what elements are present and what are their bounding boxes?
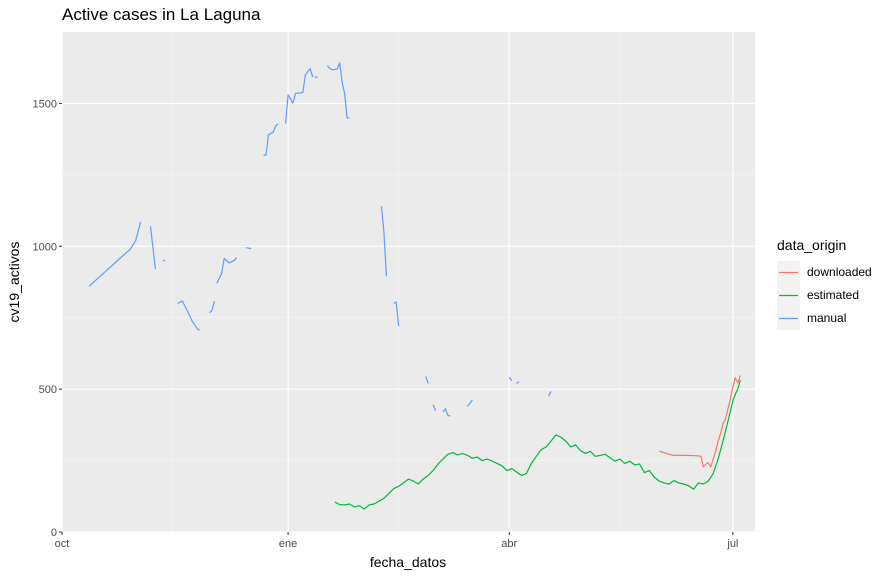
y-tick-label: 1000 bbox=[33, 241, 57, 253]
plot-panel bbox=[62, 32, 755, 532]
series-line-manual bbox=[314, 76, 318, 79]
series-line-manual bbox=[162, 259, 166, 262]
series-lines bbox=[88, 62, 741, 510]
y-tick-label: 500 bbox=[39, 384, 57, 396]
y-axis-title: cv19_activos bbox=[6, 242, 22, 323]
series-line-manual bbox=[285, 67, 314, 124]
legend-label: manual bbox=[807, 311, 846, 325]
y-tick-label: 1500 bbox=[33, 98, 57, 110]
series-line-manual bbox=[432, 404, 437, 411]
legend-label: estimated bbox=[807, 288, 859, 302]
legend-label: downloaded bbox=[807, 265, 872, 279]
x-axis-title: fecha_datos bbox=[370, 554, 446, 570]
series-line-manual bbox=[209, 300, 215, 314]
series-line-manual bbox=[246, 247, 252, 250]
chart-title: Active cases in La Laguna bbox=[62, 5, 261, 24]
series-line-manual bbox=[516, 381, 520, 384]
series-line-manual bbox=[425, 376, 429, 384]
series-line-manual bbox=[548, 391, 552, 397]
series-line-downloaded bbox=[659, 375, 741, 468]
series-line-manual bbox=[442, 408, 451, 417]
series-line-manual bbox=[326, 62, 350, 119]
legend: data_origin downloaded estimated manual bbox=[777, 237, 872, 330]
x-tick-label: abr bbox=[501, 538, 517, 550]
major-gridlines bbox=[61, 32, 755, 533]
x-axis-ticks: oct ene abr jul bbox=[55, 532, 738, 550]
legend-title: data_origin bbox=[777, 237, 846, 253]
x-tick-label: ene bbox=[279, 538, 297, 550]
minor-gridlines bbox=[62, 31, 755, 532]
series-line-manual bbox=[149, 226, 156, 270]
series-line-estimated bbox=[334, 379, 741, 510]
y-axis-ticks: 0 500 1000 1500 bbox=[33, 98, 62, 539]
series-line-manual bbox=[380, 206, 387, 277]
x-tick-label: oct bbox=[55, 538, 70, 550]
series-line-manual bbox=[393, 301, 400, 327]
series-line-manual bbox=[263, 123, 279, 156]
series-line-manual bbox=[467, 399, 473, 407]
series-line-manual bbox=[216, 257, 237, 284]
series-line-manual bbox=[177, 300, 200, 331]
series-line-manual bbox=[508, 376, 513, 381]
series-line-manual bbox=[88, 221, 142, 287]
x-tick-label: jul bbox=[726, 538, 738, 550]
y-tick-label: 0 bbox=[51, 527, 57, 539]
legend-items: downloaded estimated manual bbox=[777, 261, 872, 330]
